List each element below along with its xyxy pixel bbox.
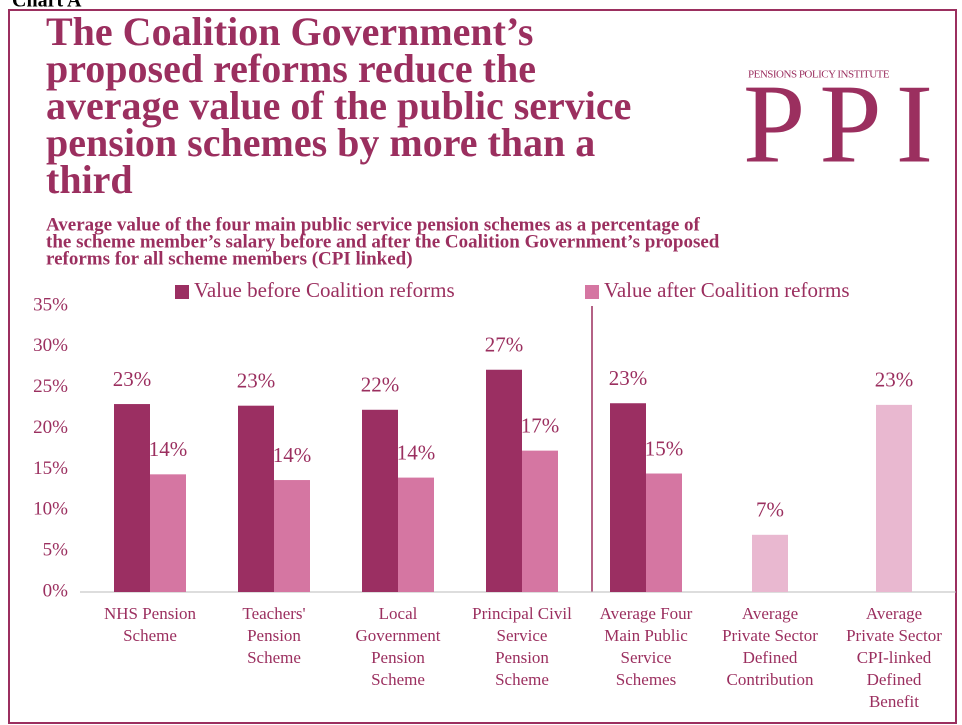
x-tick-label: Service (497, 626, 548, 645)
x-tick-label: Private Sector (722, 626, 818, 645)
bar (752, 534, 788, 592)
x-tick-label: Pension (495, 648, 549, 667)
value-label: 23% (609, 366, 648, 390)
x-tick-label: Main Public (604, 626, 688, 645)
y-tick-label: 0% (43, 580, 69, 601)
x-tick-label: CPI-linked (857, 648, 932, 667)
bar (610, 403, 646, 592)
x-tick-label: Principal Civil (472, 604, 572, 623)
x-tick-label: Average (866, 604, 922, 623)
chart-subtitle: Average value of the four main public se… (46, 214, 701, 235)
legend-swatch (175, 285, 189, 299)
legend-label: Value after Coalition reforms (604, 278, 850, 302)
value-label: 23% (113, 367, 152, 391)
legend-swatch (585, 285, 599, 299)
x-tick-label: Private Sector (846, 626, 942, 645)
y-tick-label: 35% (33, 294, 68, 315)
x-tick-label: Scheme (247, 648, 301, 667)
value-label: 23% (875, 368, 914, 392)
bar (238, 405, 274, 592)
value-label: 7% (756, 498, 784, 522)
x-tick-label: Service (621, 648, 672, 667)
value-label: 23% (237, 369, 276, 393)
logo-mark: PPI (743, 63, 933, 187)
chart-subtitle: the scheme member’s salary before and af… (46, 231, 720, 252)
logo-text: PENSIONS POLICY INSTITUTE (748, 69, 890, 81)
x-tick-label: Pension (247, 626, 301, 645)
value-label: 14% (397, 440, 436, 464)
y-tick-label: 20% (33, 417, 68, 438)
bar (362, 409, 398, 592)
frame (8, 9, 957, 724)
bar (876, 404, 912, 592)
x-tick-label: Scheme (495, 670, 549, 689)
bar (646, 473, 682, 592)
chart-title: average value of the public service (46, 83, 631, 128)
legend-label: Value before Coalition reforms (194, 278, 455, 302)
value-label: 15% (645, 436, 684, 460)
value-label: 17% (521, 413, 560, 437)
chart-title: third (46, 157, 133, 202)
value-label: 14% (273, 443, 312, 467)
chart-title: proposed reforms reduce the (46, 46, 536, 91)
x-tick-label: Local (379, 604, 418, 623)
y-tick-label: 30% (33, 335, 68, 356)
bar (522, 450, 558, 592)
bar (114, 404, 150, 592)
y-tick-label: 25% (33, 376, 68, 397)
x-tick-label: Contribution (727, 670, 814, 689)
chart-title: pension schemes by more than a (46, 120, 595, 165)
x-tick-label: Teachers' (242, 604, 305, 623)
x-tick-label: Pension (371, 648, 425, 667)
x-tick-label: Scheme (371, 670, 425, 689)
x-tick-label: Average Four (600, 604, 693, 623)
x-tick-label: Average (742, 604, 798, 623)
x-tick-label: Defined (867, 670, 922, 689)
x-tick-label: Schemes (616, 670, 676, 689)
bar (150, 474, 186, 592)
y-tick-label: 15% (33, 458, 68, 479)
x-tick-label: Defined (743, 648, 798, 667)
value-label: 27% (485, 333, 524, 357)
bar (486, 369, 522, 592)
value-label: 22% (361, 373, 400, 397)
x-tick-label: Government (356, 626, 441, 645)
bar (398, 477, 434, 592)
x-tick-label: Benefit (869, 692, 919, 711)
bar (274, 480, 310, 592)
chart-title: The Coalition Government’s (46, 9, 533, 54)
chart-subtitle: reforms for all scheme members (CPI link… (46, 248, 413, 269)
x-tick-label: NHS Pension (104, 604, 197, 623)
y-tick-label: 10% (33, 499, 68, 520)
y-tick-label: 5% (43, 540, 69, 561)
value-label: 14% (149, 437, 188, 461)
chart-label: Chart A (12, 0, 82, 12)
x-tick-label: Scheme (123, 626, 177, 645)
